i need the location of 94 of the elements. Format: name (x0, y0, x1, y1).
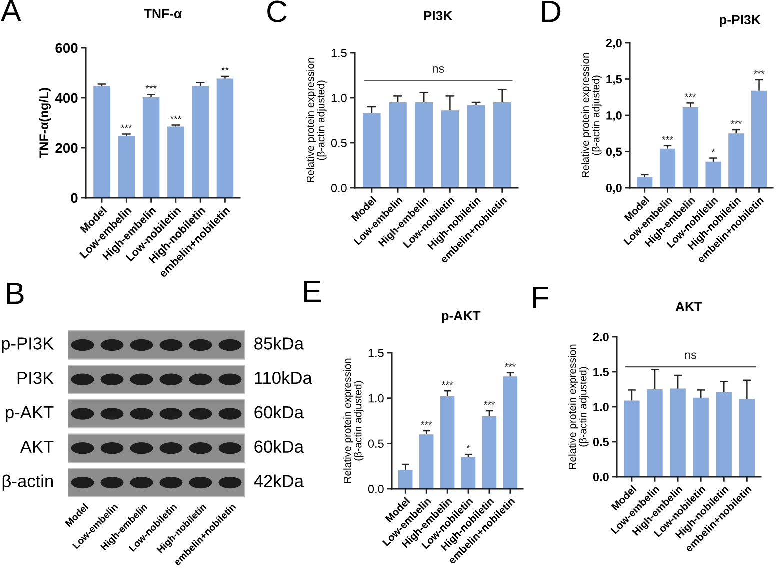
bar (637, 177, 653, 188)
y-tick-label: 1.5 (368, 349, 384, 358)
bar (660, 148, 676, 188)
annotation: *** (170, 116, 182, 120)
chart-title: p-AKT (442, 311, 481, 324)
ref-line-label: ns (433, 66, 444, 74)
text: B (8, 283, 24, 304)
category-label: 60kDa (254, 440, 304, 454)
bar (118, 136, 136, 198)
bar (389, 102, 407, 188)
annotation: *** (484, 402, 495, 406)
category-label: 42kDa (254, 474, 304, 488)
category-label: PI3K (18, 372, 54, 384)
annotation: *** (442, 382, 454, 386)
text: C (268, 0, 287, 22)
y-tick-label: 0,0 (606, 184, 622, 194)
bar (739, 399, 756, 477)
bar (482, 416, 497, 489)
y-tick-label: 0 (71, 193, 78, 204)
annotation: *** (754, 70, 765, 74)
y-tick-label: 1,5 (606, 75, 622, 86)
y-tick-label: 0.5 (368, 440, 384, 448)
y-axis-title: Relative protein expression (β-actin adjusted) (568, 344, 589, 469)
y-tick-label: 1.0 (594, 403, 609, 412)
category-label: p-PI3K (2, 338, 54, 354)
bar (716, 392, 732, 477)
bar (624, 400, 640, 477)
bar (415, 102, 433, 188)
annotation: *** (121, 124, 132, 128)
y-axis-title: TNF-α(ng/L) (39, 88, 52, 158)
y-tick-label: 2.0 (593, 333, 609, 342)
bar (493, 102, 512, 188)
text: D (542, 1, 561, 22)
category-label: 85kDa (254, 337, 304, 350)
y-tick-label: 1.0 (368, 394, 384, 403)
bar (440, 396, 455, 489)
y-axis-title: Relative protein expression (β-actin adjusted) (306, 58, 327, 182)
bar (192, 86, 209, 198)
category-label: 60kDa (254, 406, 304, 419)
chart-title: TNF-α (144, 9, 182, 19)
category-label: p-AKT (6, 406, 54, 422)
y-tick-label: 1.5 (594, 368, 610, 376)
y-tick-label: 1.5 (332, 49, 347, 58)
bar (503, 376, 518, 489)
annotation: *** (662, 136, 674, 140)
bar (706, 162, 722, 188)
y-tick-label: 400 (55, 93, 78, 104)
text: A (1, 0, 22, 22)
annotation: * (712, 148, 716, 152)
category-label: AKT (20, 440, 54, 453)
category-label: 110kDa (255, 372, 312, 384)
bar (682, 108, 698, 188)
chart-title: AKT (676, 302, 702, 312)
annotation: * (466, 445, 470, 449)
bar (693, 398, 709, 477)
text: F (534, 287, 548, 308)
chart-title: PI3K (424, 11, 453, 21)
bar (94, 86, 110, 198)
annotation: *** (504, 364, 516, 367)
y-tick-label: 0.5 (593, 438, 610, 446)
chart-title: p-PI3K (720, 15, 761, 28)
text: E (304, 281, 322, 302)
category-label: β-actin (2, 474, 54, 491)
y-tick-label: 0.5 (331, 139, 347, 148)
y-axis-title: Relative protein expression (β-actin adjusted) (582, 53, 602, 178)
ref-line-label: ns (685, 352, 697, 360)
annotation: ** (222, 67, 229, 71)
bar (363, 113, 381, 188)
bar (168, 126, 184, 198)
y-tick-label: 0.0 (331, 184, 347, 192)
y-axis-title: Relative protein expression (β-actin adjusted) (344, 358, 364, 483)
bar (467, 105, 486, 188)
bar (441, 110, 460, 188)
y-tick-label: 0.0 (593, 473, 609, 482)
y-tick-label: 200 (56, 143, 78, 154)
bar (142, 98, 160, 198)
bar (398, 470, 413, 489)
bar (419, 434, 434, 489)
y-tick-label: 600 (56, 43, 78, 54)
annotation: *** (146, 85, 157, 89)
bar (216, 78, 234, 198)
bar (670, 388, 686, 477)
bar (728, 134, 744, 188)
annotation: *** (685, 94, 696, 98)
y-tick-label: 2,0 (606, 39, 622, 50)
y-tick-label: 1,0 (606, 112, 622, 122)
bar (647, 390, 663, 477)
bar (461, 457, 476, 489)
bar (751, 90, 768, 188)
y-tick-label: 1.0 (332, 94, 347, 102)
annotation: *** (421, 422, 432, 425)
y-tick-label: 0.0 (368, 485, 384, 494)
y-tick-label: 0,5 (606, 148, 622, 158)
annotation: *** (730, 120, 742, 124)
